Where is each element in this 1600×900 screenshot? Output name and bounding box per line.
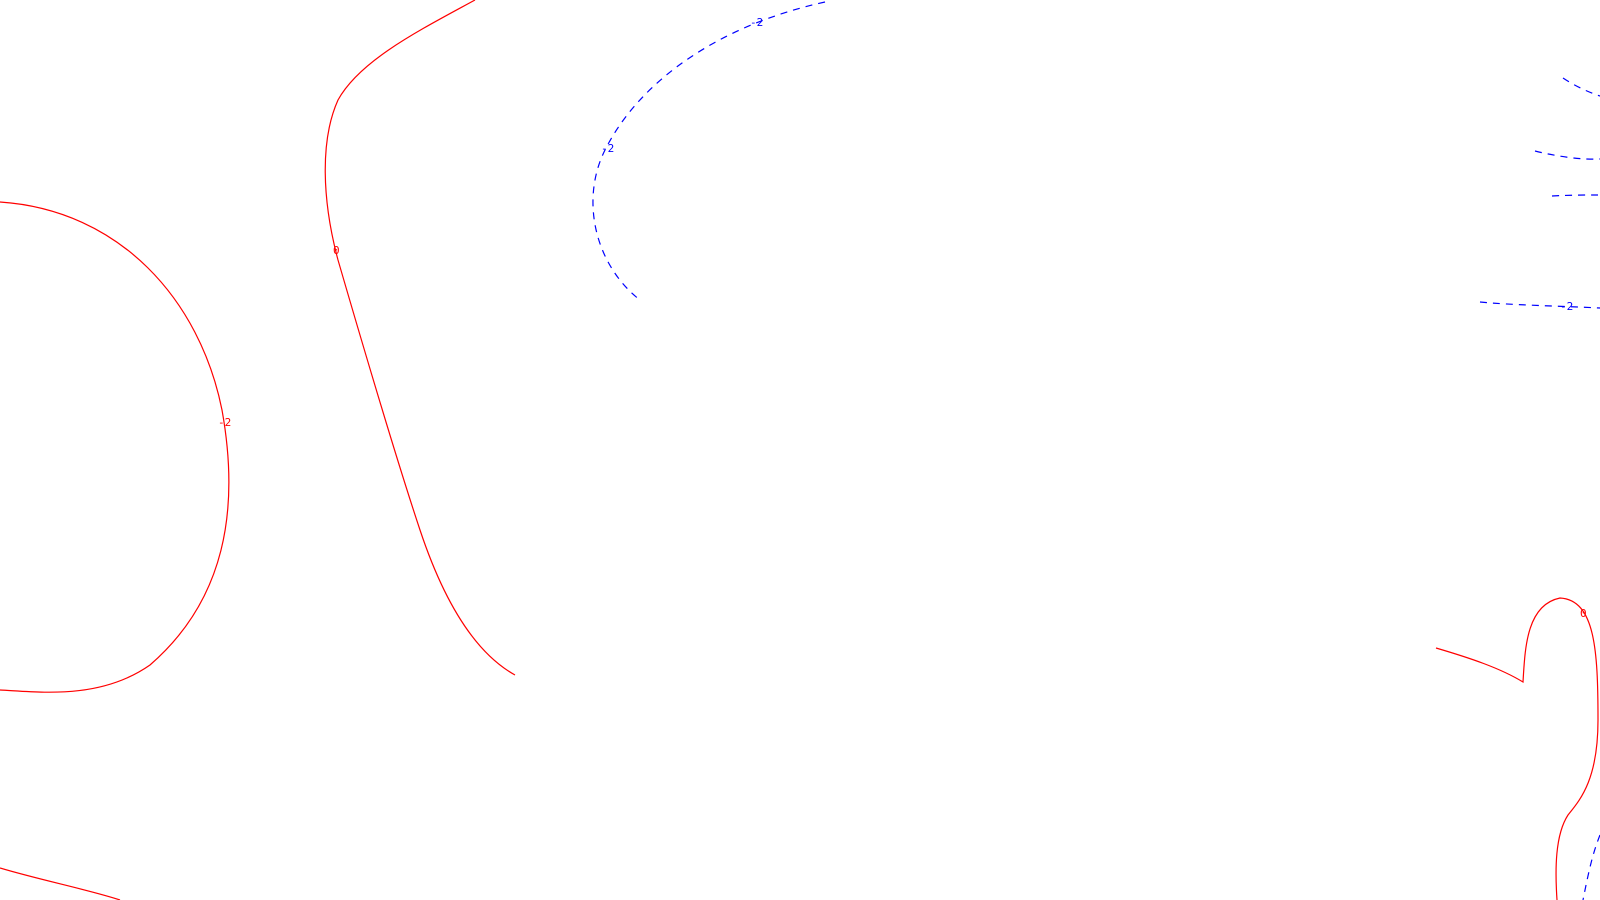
contour-label-center: 0 xyxy=(333,244,340,257)
contour-line-bottom-left xyxy=(0,867,121,900)
contour-label-right: 0 xyxy=(1580,607,1587,620)
contour-line-right xyxy=(1435,597,1599,900)
contour-line-bottom-right-fragment xyxy=(1582,834,1600,900)
contour-line-right-fragment-1 xyxy=(1562,77,1600,97)
contour-label-upper-arc-a: -2 xyxy=(750,16,763,29)
contour-line-center xyxy=(324,0,516,676)
contour-line-right-fragment-2 xyxy=(1534,150,1600,160)
contour-line-left-loop xyxy=(0,201,230,693)
contour-line-right-fragment-4 xyxy=(1479,301,1600,309)
contour-label-right-fragment: -2 xyxy=(1560,300,1573,313)
contour-label-upper-arc-b: -2 xyxy=(601,142,614,155)
contour-line-right-fragment-3 xyxy=(1551,194,1600,197)
contour-line-upper-arc xyxy=(592,1,826,301)
contour-label-left-loop: -2 xyxy=(218,416,231,429)
